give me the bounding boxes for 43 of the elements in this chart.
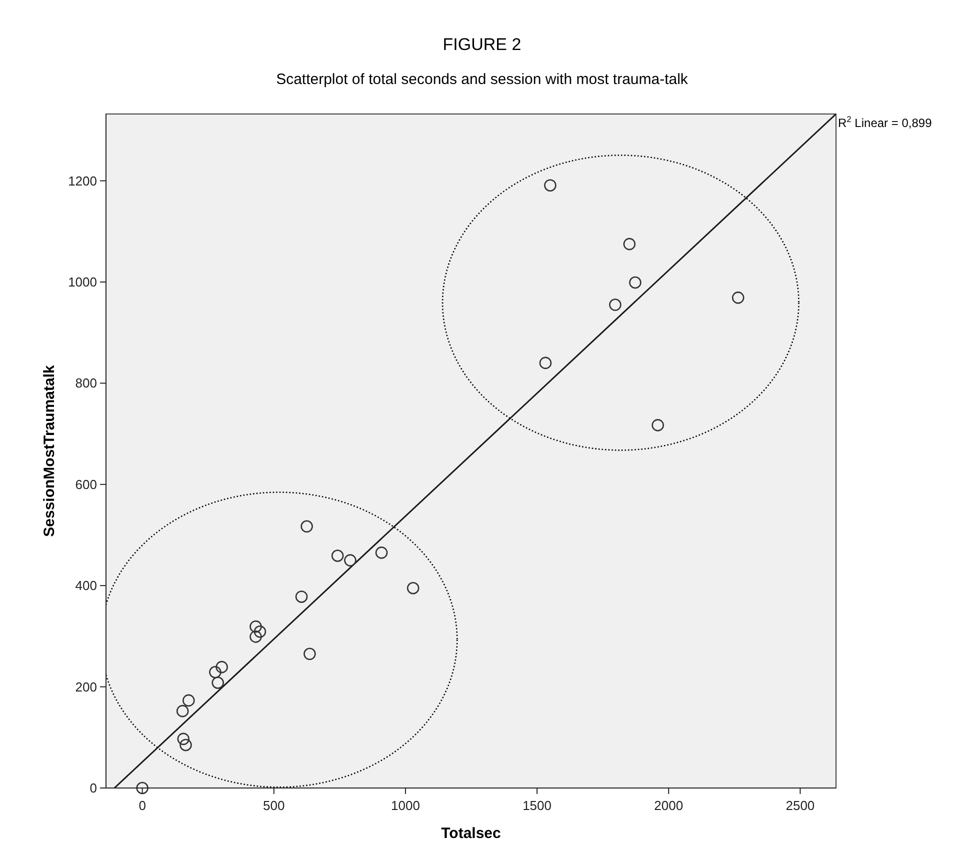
point: [136, 782, 148, 794]
point: [250, 620, 262, 633]
point: [180, 738, 192, 752]
point: [250, 630, 262, 643]
y-tick-label: 400: [75, 578, 97, 594]
point: [609, 298, 622, 311]
point: [212, 676, 224, 689]
point: [344, 554, 356, 566]
point: [216, 660, 228, 674]
point: [331, 550, 344, 562]
point: [295, 590, 308, 603]
x-tick-label: 2000: [654, 798, 684, 813]
point: [623, 238, 636, 250]
point: [652, 419, 664, 432]
chart-subtitle: Scatterplot of total seconds and session with most trauma-talk: [276, 71, 688, 88]
point: [539, 356, 552, 370]
y-axis-title: SessionMostTraumatalk: [41, 364, 58, 537]
point: [182, 694, 195, 707]
point: [176, 704, 189, 718]
x-tick-label: 1500: [522, 798, 552, 813]
point: [254, 625, 266, 638]
y-tick-label: 200: [75, 679, 97, 694]
x-tick-label: 0: [138, 798, 146, 813]
x-axis-title: Totalsec: [441, 825, 501, 842]
point: [629, 276, 642, 289]
y-tick-label: 0: [90, 780, 97, 796]
x-tick-label: 1000: [391, 798, 420, 813]
point: [300, 520, 313, 533]
point: [406, 582, 420, 594]
point: [304, 648, 316, 660]
point: [544, 179, 556, 192]
x-tick-label: 500: [263, 798, 285, 813]
point: [177, 732, 190, 746]
chart-title: FIGURE 2: [442, 35, 522, 54]
y-tick-label: 600: [75, 476, 97, 492]
y-tick-label: 1000: [68, 274, 97, 290]
point: [375, 546, 388, 559]
point: [732, 292, 744, 304]
annotation: R$^{2}$ Linear = 0,899: [838, 114, 932, 130]
y-tick-label: 1200: [68, 173, 97, 188]
point: [209, 666, 222, 678]
x-tick-label: 2500: [786, 798, 815, 813]
y-tick-label: 800: [75, 376, 97, 391]
